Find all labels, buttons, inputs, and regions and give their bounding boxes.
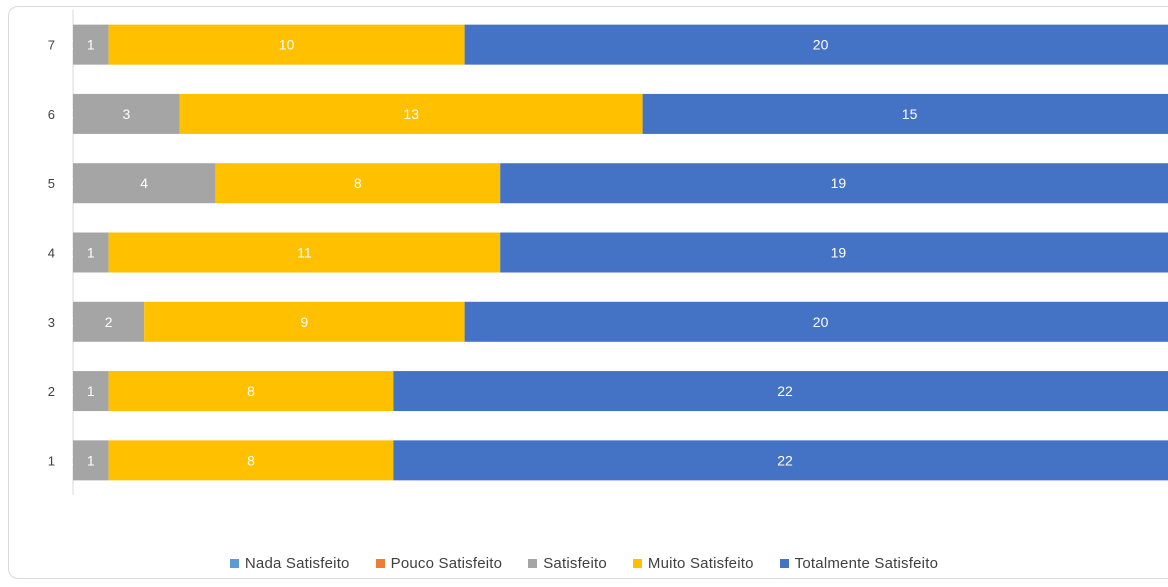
data-label: 1 bbox=[87, 383, 95, 399]
category-tick-label: 5 bbox=[48, 176, 55, 191]
bar-segment bbox=[73, 440, 109, 481]
legend-item: Pouco Satisfeito bbox=[375, 554, 503, 572]
data-label: 20 bbox=[813, 37, 829, 53]
legend-swatch bbox=[528, 558, 538, 568]
data-label: 8 bbox=[247, 383, 255, 399]
bar-segment bbox=[500, 163, 1168, 204]
data-label: 10 bbox=[279, 37, 295, 53]
legend-item: Totalmente Satisfeito bbox=[779, 554, 939, 572]
bar-segment bbox=[393, 440, 1168, 481]
bar-segment bbox=[464, 301, 1168, 342]
data-label: 22 bbox=[777, 452, 793, 468]
data-label: 3 bbox=[123, 106, 131, 122]
bar-segment bbox=[108, 440, 394, 481]
legend-swatch bbox=[779, 558, 789, 568]
bar-segment bbox=[500, 232, 1168, 273]
data-label: 8 bbox=[354, 175, 362, 191]
bar-segment bbox=[73, 301, 145, 342]
legend-item: Muito Satisfeito bbox=[632, 554, 754, 572]
data-label: 2 bbox=[105, 314, 113, 330]
data-label: 8 bbox=[247, 452, 255, 468]
bar-segment bbox=[108, 24, 465, 65]
category-tick-label: 7 bbox=[48, 38, 55, 53]
bar-segment bbox=[73, 93, 180, 134]
bar-segment bbox=[642, 93, 1168, 134]
data-label: 1 bbox=[87, 452, 95, 468]
data-label: 1 bbox=[87, 245, 95, 261]
bar-segment bbox=[144, 301, 465, 342]
data-label: 19 bbox=[831, 175, 847, 191]
bar-segment bbox=[215, 163, 501, 204]
bar-segment bbox=[73, 232, 109, 273]
legend-swatch bbox=[632, 558, 642, 568]
bar-segment bbox=[73, 371, 109, 412]
data-label: 22 bbox=[777, 383, 793, 399]
legend-item: Satisfeito bbox=[528, 555, 607, 572]
legend-label: Muito Satisfeito bbox=[647, 554, 754, 572]
data-label: 13 bbox=[403, 106, 419, 122]
legend-label: Totalmente Satisfeito bbox=[794, 554, 939, 572]
chart-legend: Nada Satisfeito Pouco Satisfeito Satisfeit… bbox=[0, 553, 1168, 573]
bar-segment bbox=[179, 93, 643, 134]
bar-segment bbox=[73, 24, 109, 65]
bar-segment bbox=[108, 371, 394, 412]
data-label: 4 bbox=[140, 175, 148, 191]
legend-item: Nada Satisfeito bbox=[229, 554, 350, 572]
data-label: 9 bbox=[301, 314, 309, 330]
data-label: 15 bbox=[902, 106, 918, 122]
data-label: 20 bbox=[813, 314, 829, 330]
bar-segment bbox=[393, 371, 1168, 412]
legend-label: Satisfeito bbox=[543, 554, 607, 572]
legend-label: Nada Satisfeito bbox=[244, 554, 350, 572]
category-tick-label: 6 bbox=[48, 107, 55, 122]
bar-segment bbox=[464, 24, 1168, 65]
category-tick-label: 2 bbox=[48, 384, 55, 399]
bar-segment bbox=[108, 232, 501, 273]
data-label: 19 bbox=[831, 245, 847, 261]
data-label: 11 bbox=[297, 245, 312, 261]
category-tick-label: 4 bbox=[48, 246, 55, 261]
legend-swatch bbox=[229, 558, 239, 568]
data-label: 1 bbox=[87, 37, 95, 53]
legend-swatch bbox=[375, 558, 385, 568]
category-tick-label: 3 bbox=[48, 315, 55, 330]
bar-segment bbox=[73, 163, 216, 204]
category-tick-label: 1 bbox=[48, 453, 55, 468]
legend-label: Pouco Satisfeito bbox=[390, 554, 503, 572]
